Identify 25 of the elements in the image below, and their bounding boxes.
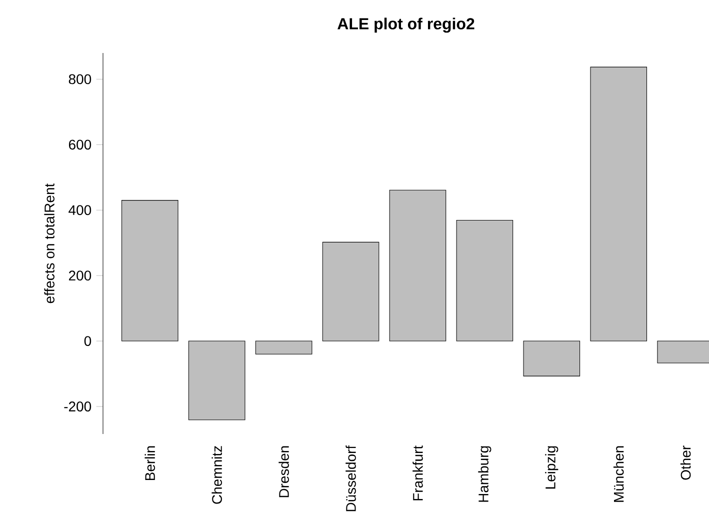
bar — [523, 340, 580, 376]
bar — [322, 242, 380, 342]
x-tick-label: Chemnitz — [212, 446, 222, 504]
chart-title: ALE plot of regio2 — [338, 18, 474, 33]
y-axis-title: effects on totalRent — [44, 183, 54, 304]
bar — [255, 340, 312, 354]
x-tick-label: Frankfurt — [412, 445, 423, 500]
y-tick-label: 800 — [68, 74, 92, 84]
bar — [590, 66, 648, 342]
x-tick-label: Hamburg — [478, 446, 492, 502]
x-tick-label: München — [613, 446, 624, 502]
bar — [121, 200, 178, 342]
y-tick-label: -200 — [64, 402, 92, 412]
y-tick-label: 600 — [68, 140, 92, 150]
y-tick-label: 200 — [68, 270, 92, 281]
x-tick-label: Leipzig — [545, 446, 558, 489]
bar — [389, 190, 446, 342]
x-tick-label: Berlin — [144, 446, 156, 480]
y-tick-label: 400 — [68, 205, 92, 216]
bar — [188, 340, 246, 420]
bar — [456, 220, 514, 342]
y-tick-label: 0 — [84, 336, 92, 346]
x-tick-label: Other — [680, 446, 691, 480]
x-tick-label: Dresden — [278, 446, 289, 498]
x-tick-label: Düsseldorf — [346, 445, 356, 512]
